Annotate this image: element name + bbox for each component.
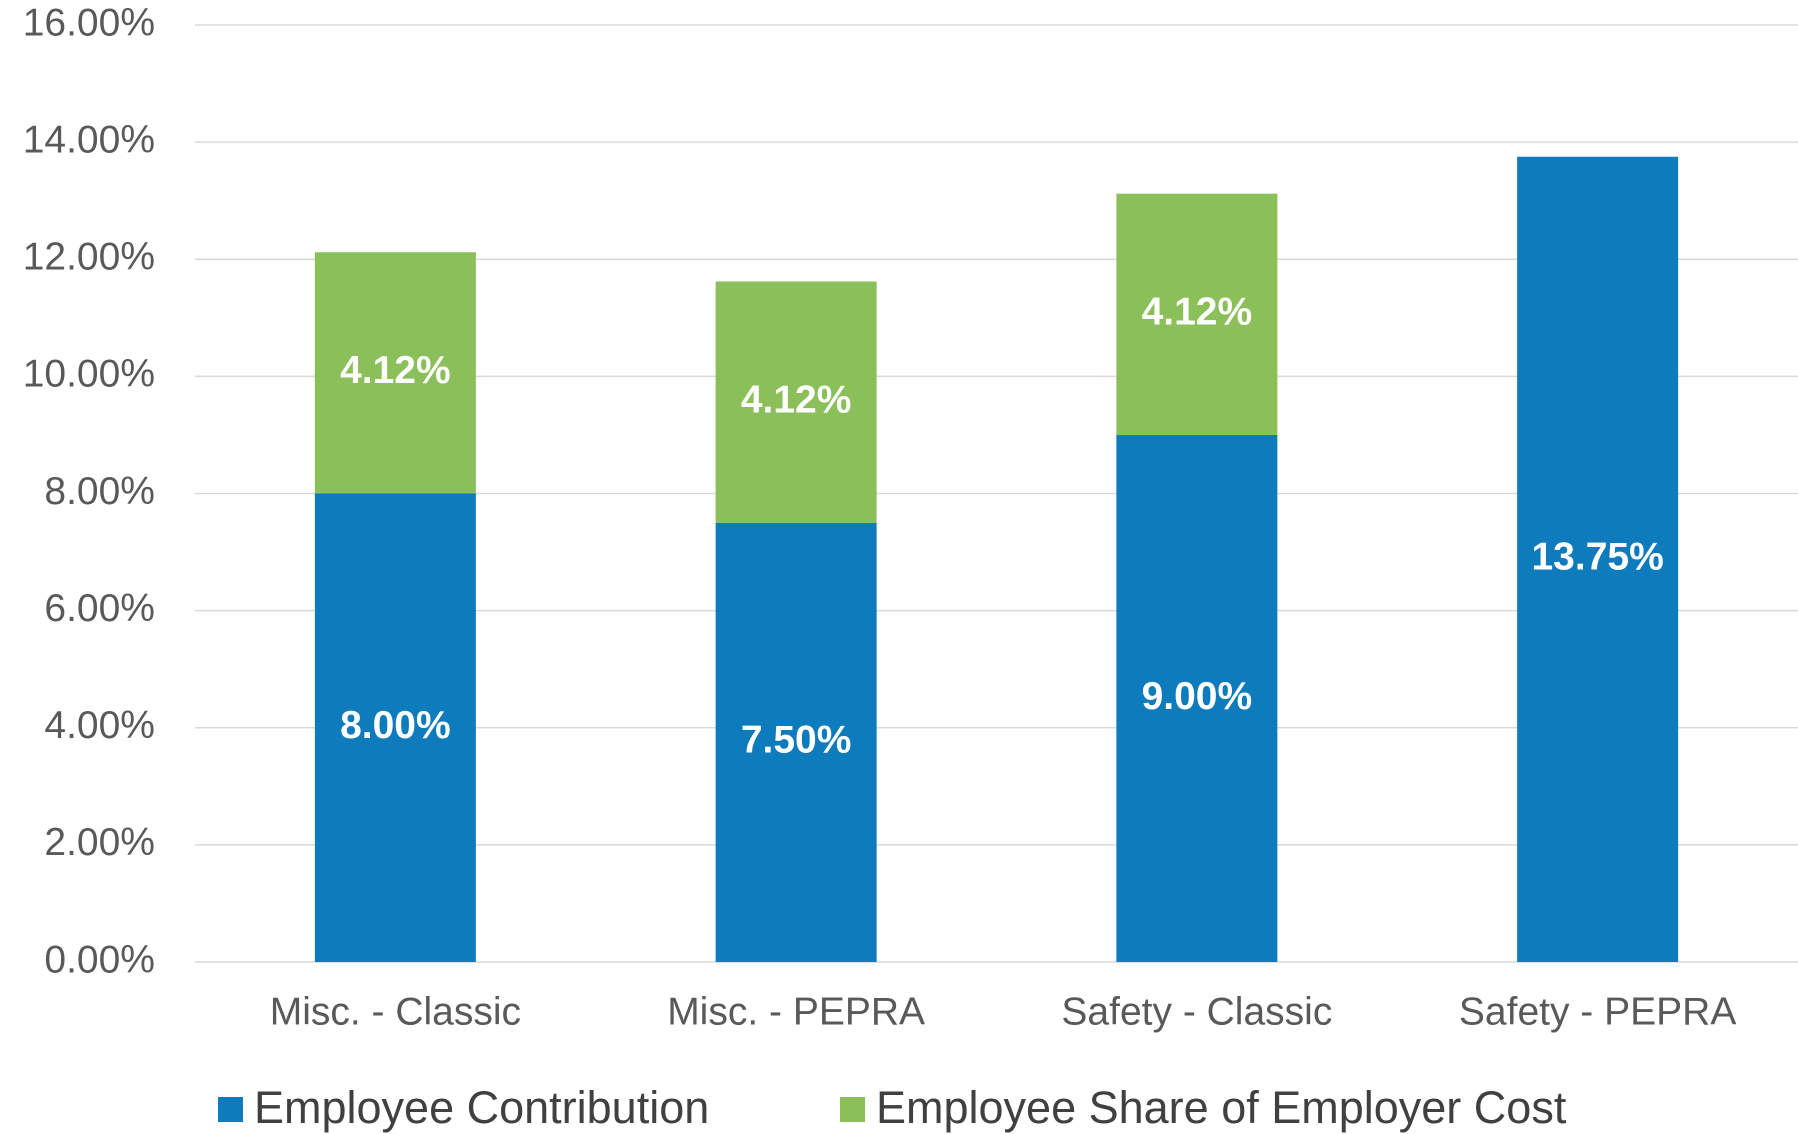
bar-segment — [1116, 434, 1278, 962]
y-tick-label: 10.00% — [23, 353, 155, 396]
bar-segment — [1517, 156, 1679, 962]
y-tick-label: 16.00% — [23, 1, 155, 44]
bar-segment — [314, 252, 476, 494]
y-tick-label: 0.00% — [44, 938, 155, 981]
y-tick-label: 4.00% — [44, 704, 155, 747]
legend-label: Employee Contribution — [254, 1082, 709, 1133]
bar-segment — [1116, 193, 1278, 435]
y-tick-label: 14.00% — [23, 118, 155, 161]
legend-swatch — [840, 1097, 865, 1122]
data-label: 7.50% — [741, 719, 852, 762]
y-tick-label: 6.00% — [44, 587, 155, 630]
data-label: 9.00% — [1142, 675, 1253, 718]
x-tick-label: Misc. - PEPRA — [667, 990, 925, 1033]
x-tick-label: Safety - Classic — [1061, 990, 1332, 1033]
y-tick-label: 12.00% — [23, 236, 155, 279]
data-label: 4.12% — [1142, 291, 1253, 334]
x-tick-label: Safety - PEPRA — [1459, 990, 1736, 1033]
legend-swatch — [218, 1097, 243, 1122]
legend-label: Employee Share of Employer Cost — [876, 1082, 1567, 1133]
y-tick-label: 8.00% — [44, 470, 155, 513]
data-label: 13.75% — [1531, 536, 1663, 579]
data-label: 8.00% — [340, 704, 451, 747]
x-tick-label: Misc. - Classic — [270, 990, 521, 1033]
y-tick-label: 2.00% — [44, 821, 155, 864]
bar-segment — [715, 281, 877, 523]
data-label: 4.12% — [741, 378, 852, 421]
bar-segment — [715, 522, 877, 962]
bar-segment — [314, 493, 476, 962]
data-label: 4.12% — [340, 349, 451, 392]
